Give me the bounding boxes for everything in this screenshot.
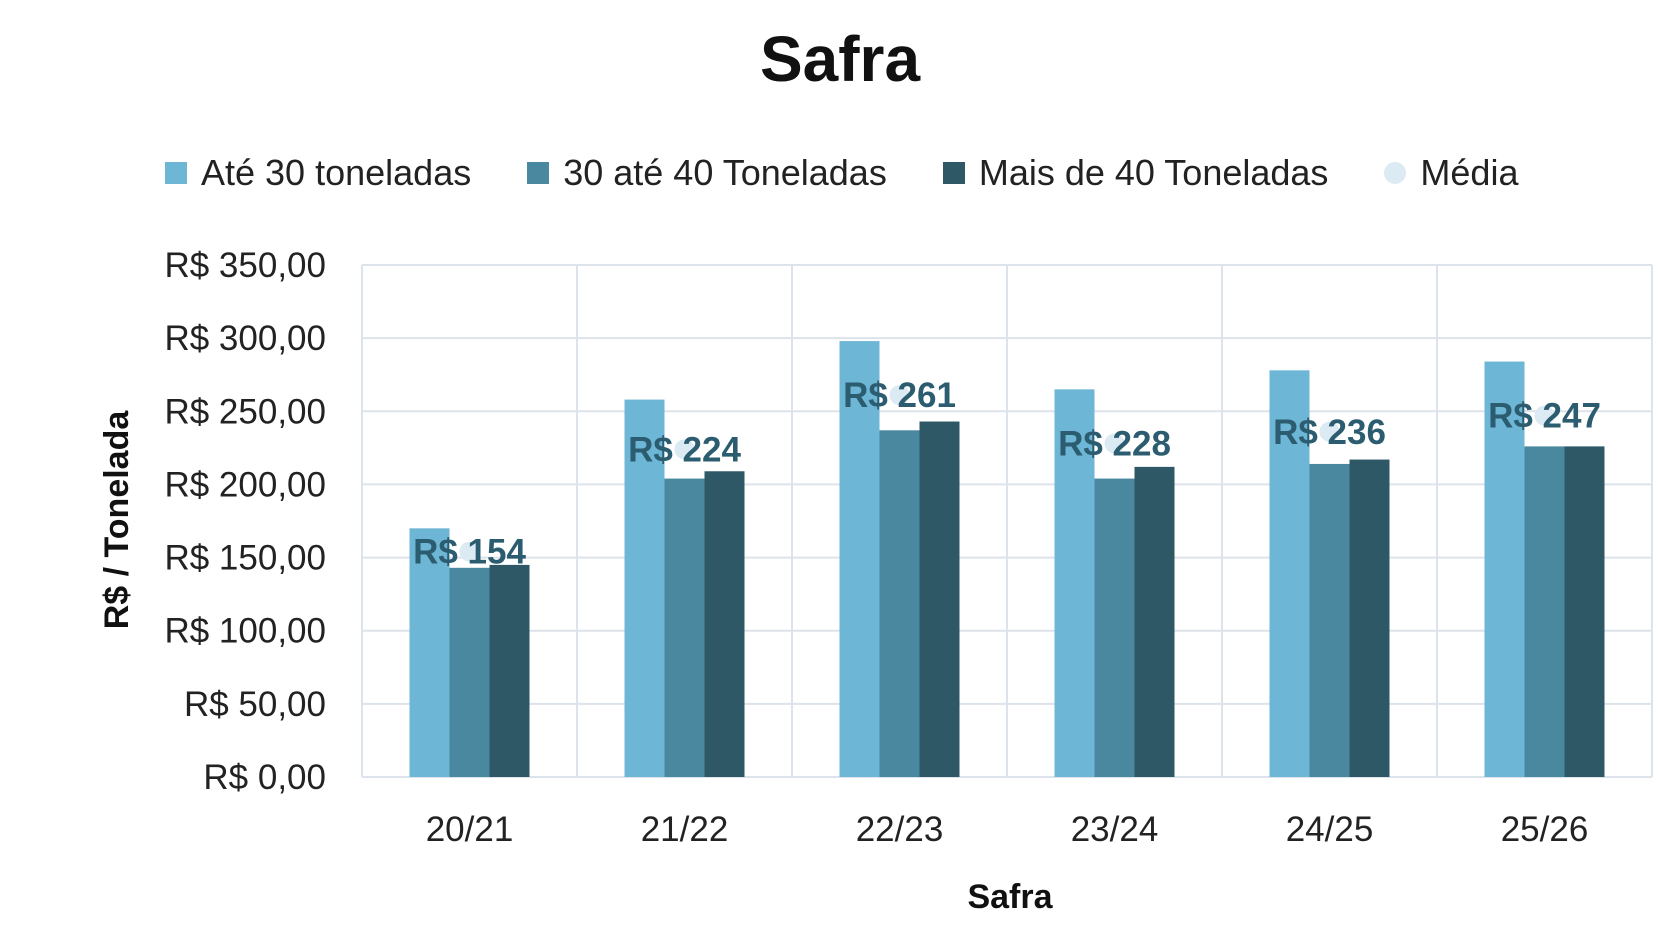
- y-tick-label: R$ 0,00: [203, 758, 326, 797]
- x-tick-label: 21/22: [641, 810, 729, 849]
- bar-mais-de-40-toneladas-22-23[interactable]: [919, 421, 960, 777]
- bar-30-at-40-toneladas-25-26[interactable]: [1524, 446, 1565, 777]
- average-marker[interactable]: [1319, 421, 1340, 442]
- average-data-label: R$ 154: [413, 533, 526, 572]
- legend-label-30-40: 30 até 40 Toneladas: [563, 152, 887, 193]
- legend-item-30-40[interactable]: 30 até 40 Toneladas: [527, 152, 887, 194]
- average-data-label: R$ 236: [1273, 413, 1386, 452]
- legend-swatch-mais-40: [942, 162, 965, 184]
- average-marker[interactable]: [674, 439, 695, 460]
- bars: [409, 341, 1605, 777]
- chart-title: Safra: [759, 23, 921, 95]
- x-tick-label: 20/21: [426, 810, 514, 849]
- bar-at-30-toneladas-24-25[interactable]: [1269, 370, 1310, 777]
- x-tick-label: 23/24: [1071, 810, 1159, 849]
- average-data-label: R$ 261: [843, 376, 956, 415]
- legend-item-media[interactable]: Média: [1384, 152, 1518, 194]
- x-axis-title: Safra: [967, 878, 1053, 916]
- bar-mais-de-40-toneladas-20-21[interactable]: [489, 564, 530, 777]
- bar-30-at-40-toneladas-21-22[interactable]: [664, 478, 705, 777]
- axes: R$ 0,00 R$ 50,00 R$ 100,00 R$ 150,00 R$ 200,…: [164, 246, 1588, 849]
- y-tick-label: R$ 200,00: [164, 465, 326, 504]
- legend-swatch-media: [1384, 162, 1407, 184]
- x-tick-label: 22/23: [856, 810, 944, 849]
- bar-mais-de-40-toneladas-24-25[interactable]: [1349, 459, 1390, 777]
- bar-30-at-40-toneladas-22-23[interactable]: [879, 430, 920, 777]
- average-data-label: R$ 247: [1488, 397, 1601, 436]
- data-labels: R$ 154 R$ 224 R$ 261 R$ 228 R$ 236 R$ 247: [413, 376, 1601, 572]
- x-tick-label: 25/26: [1501, 810, 1589, 849]
- y-tick-label: R$ 350,00: [164, 246, 326, 285]
- legend-swatch-ate-30: [165, 162, 187, 184]
- bar-at-30-toneladas-20-21[interactable]: [409, 528, 450, 777]
- y-tick-label: R$ 100,00: [164, 612, 326, 651]
- legend-item-mais-40[interactable]: Mais de 40 Toneladas: [942, 152, 1329, 194]
- legend-label-media: Média: [1420, 152, 1519, 193]
- bar-at-30-toneladas-25-26[interactable]: [1484, 361, 1525, 777]
- y-axis-title: R$ / Tonelada: [98, 410, 136, 630]
- legend-label-mais-40: Mais de 40 Toneladas: [978, 152, 1329, 193]
- bar-30-at-40-toneladas-20-21[interactable]: [449, 567, 490, 777]
- legend-swatch-30-40: [527, 162, 550, 184]
- bar-mais-de-40-toneladas-25-26[interactable]: [1564, 446, 1605, 777]
- average-data-label: R$ 228: [1058, 424, 1171, 463]
- bar-30-at-40-toneladas-24-25[interactable]: [1309, 463, 1350, 777]
- grid-lines: [361, 264, 1653, 778]
- average-marker[interactable]: [459, 541, 480, 562]
- bar-at-30-toneladas-21-22[interactable]: [624, 399, 665, 777]
- y-tick-label: R$ 150,00: [164, 539, 326, 578]
- y-tick-label: R$ 300,00: [164, 319, 326, 358]
- bar-30-at-40-toneladas-23-24[interactable]: [1094, 478, 1135, 777]
- y-tick-label: R$ 50,00: [184, 685, 326, 724]
- legend-label-ate-30: Até 30 toneladas: [201, 152, 472, 193]
- average-marker[interactable]: [1534, 405, 1555, 426]
- bar-mais-de-40-toneladas-23-24[interactable]: [1134, 466, 1175, 777]
- y-tick-label: R$ 250,00: [164, 392, 326, 431]
- average-data-label: R$ 224: [628, 430, 741, 469]
- average-marker[interactable]: [1104, 433, 1125, 454]
- bar-at-30-toneladas-22-23[interactable]: [839, 341, 880, 777]
- bar-at-30-toneladas-23-24[interactable]: [1054, 389, 1095, 777]
- x-tick-label: 24/25: [1286, 810, 1374, 849]
- legend-item-ate-30[interactable]: Até 30 toneladas: [165, 152, 471, 194]
- bar-mais-de-40-toneladas-21-22[interactable]: [704, 471, 745, 777]
- legend: Até 30 toneladas 30 até 40 Toneladas Mai…: [165, 148, 1574, 198]
- average-marker[interactable]: [889, 385, 910, 406]
